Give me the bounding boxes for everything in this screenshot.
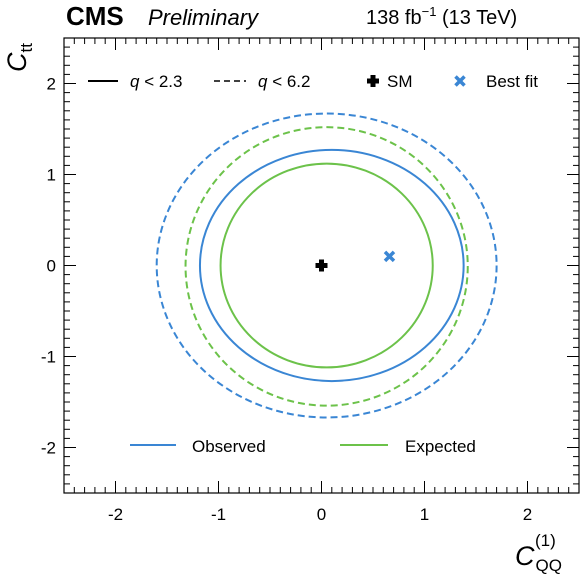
legend-label-observed: Observed xyxy=(192,437,266,456)
legend-styles: q < 2.3 q < 6.2 SM Best fit xyxy=(88,72,538,91)
plot-frame xyxy=(63,37,580,494)
legend-label-sm: SM xyxy=(387,72,413,91)
legend-label-solid: q < 2.3 xyxy=(130,72,182,91)
legend-sm-glyph xyxy=(370,75,376,87)
expected-contour-solid xyxy=(219,162,434,369)
x-axis-label: CQQ(1) xyxy=(515,531,562,575)
legend-series: Observed Expected xyxy=(130,437,476,456)
legend-label-bestfit: Best fit xyxy=(486,72,538,91)
x-tick-label: 2 xyxy=(523,505,532,524)
x-tick-label: -2 xyxy=(108,505,123,524)
lumi-label: 138 fb−1 (13 TeV) xyxy=(366,4,517,29)
legend-sm-marker xyxy=(367,75,379,87)
sm-point-marker xyxy=(319,259,324,272)
x-tick-label: -1 xyxy=(211,505,226,524)
marker-layer xyxy=(315,250,396,272)
y-tick-label: 1 xyxy=(47,166,56,185)
legend-label-dashed: q < 6.2 xyxy=(258,72,310,91)
y-tick-label: -1 xyxy=(41,348,56,367)
best-fit-point-marker xyxy=(383,250,396,263)
status-label: Preliminary xyxy=(148,5,260,30)
y-tick-label: 2 xyxy=(47,75,56,94)
legend-bestfit-glyph xyxy=(454,75,466,87)
observed-contour-dashed xyxy=(155,112,498,419)
observed-contour-solid xyxy=(198,148,465,383)
y-tick-label: 0 xyxy=(47,257,56,276)
y-tick-label: -2 xyxy=(41,439,56,458)
tick-layer: -2 -1 0 1 2 -2 -1 0 1 2 xyxy=(41,37,580,524)
legend-label-expected: Expected xyxy=(405,437,476,456)
legend-bestfit-marker xyxy=(454,75,466,87)
x-tick-label: 0 xyxy=(317,505,326,524)
x-tick-label: 1 xyxy=(420,505,429,524)
y-axis-label: Ctt xyxy=(2,43,36,72)
experiment-label: CMS xyxy=(66,1,124,31)
expected-contour-dashed xyxy=(184,126,469,407)
contour-layer xyxy=(155,112,498,419)
